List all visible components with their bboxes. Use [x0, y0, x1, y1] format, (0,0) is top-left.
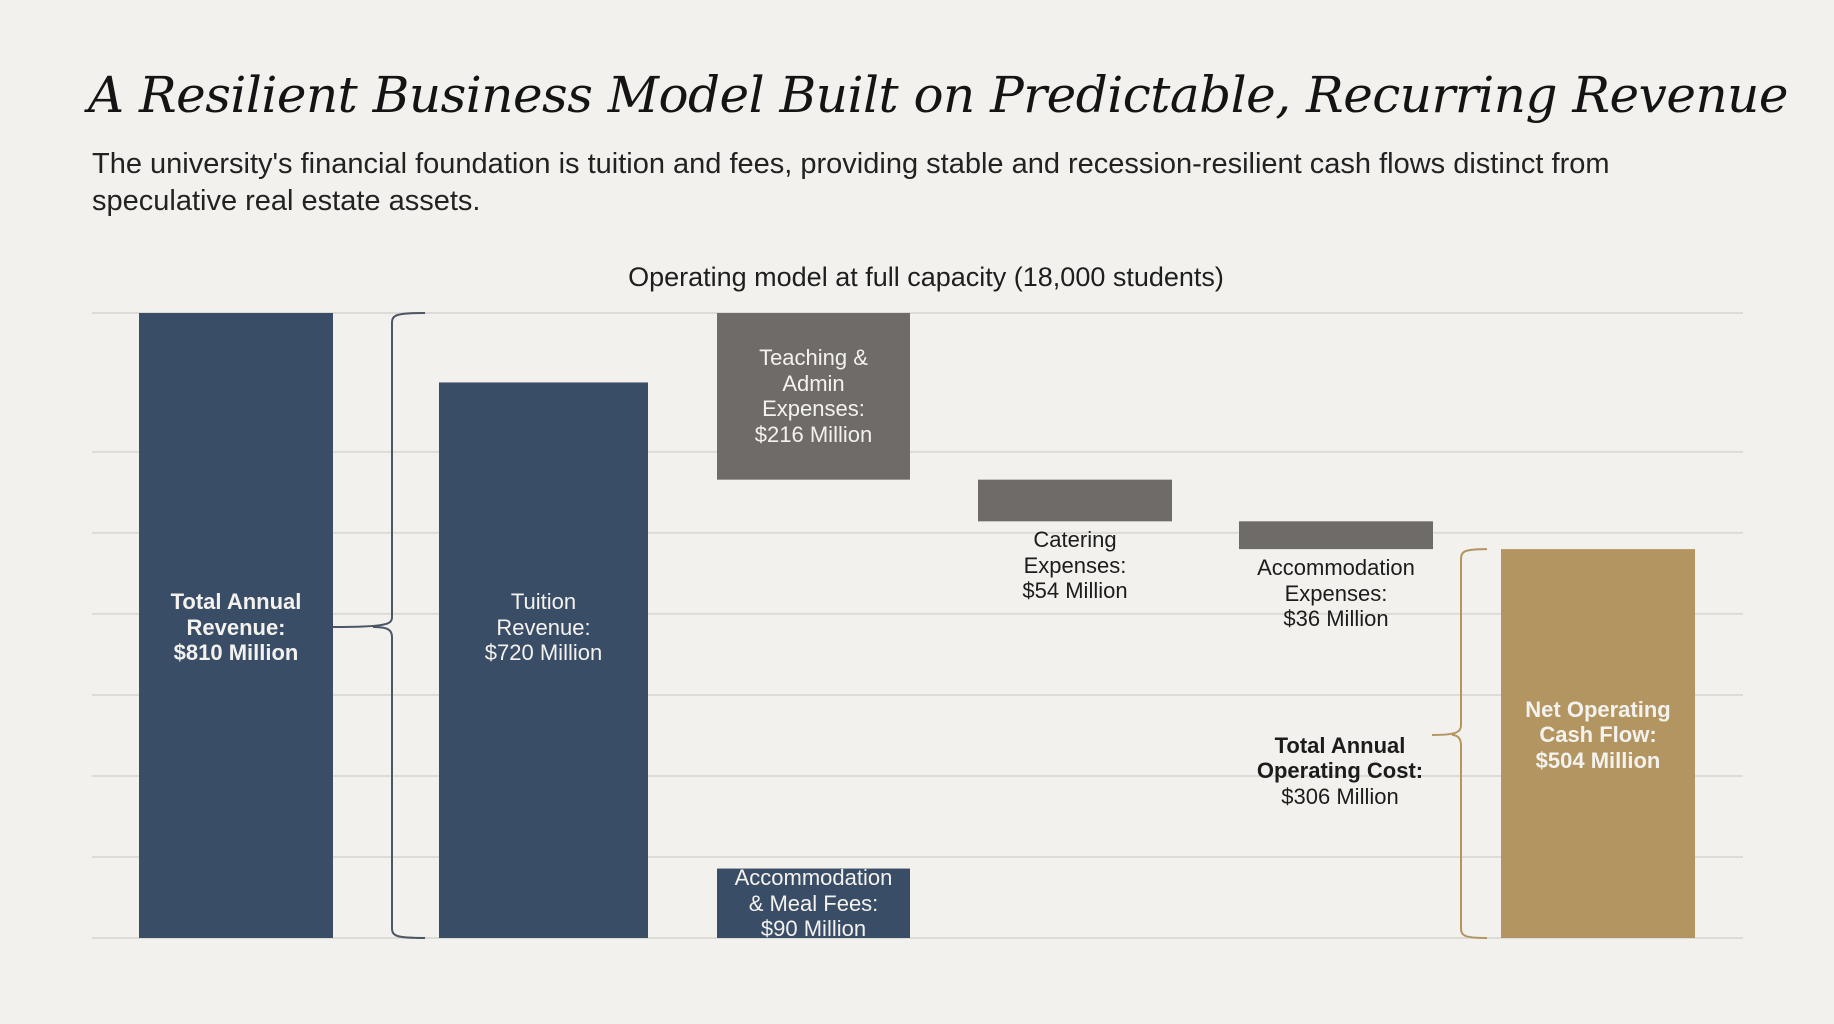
- teaching-admin-expenses-label: Teaching & Admin Expenses: $216 Million: [754, 345, 873, 447]
- net-operating-cash-flow-label: Net Operating Cash Flow: $504 Million: [1525, 696, 1671, 773]
- tuition-revenue-bar: [439, 382, 648, 938]
- total-operating-cost-value: $306 Million: [1281, 783, 1399, 809]
- revenue-brace-icon: [332, 312, 426, 939]
- tuition-revenue-label: Tuition Revenue: $720 Million: [484, 589, 603, 666]
- gridlines: [92, 312, 1743, 939]
- accommodation-meal-fees-bar: [717, 868, 910, 938]
- braces: [332, 312, 1488, 939]
- total-operating-cost-label: Total Annual Operating Cost: $306 Millio…: [1240, 725, 1440, 817]
- page-title: A Resilient Business Model Built on Pred…: [88, 66, 1788, 124]
- total-revenue-label: Total Annual Revenue: $810 Million: [170, 589, 302, 666]
- accommodation-meal-fees-label: Accommodation & Meal Fees: $90 Million: [734, 865, 893, 942]
- page-subtitle: The university's financial foundation is…: [92, 148, 1610, 217]
- total-operating-cost-title: Total Annual Operating Cost:: [1256, 732, 1424, 784]
- bars: [139, 313, 1695, 938]
- chart-title: Operating model at full capacity (18,000…: [628, 262, 1224, 292]
- accommodation-expenses-bar: [1239, 521, 1433, 550]
- total-revenue-bar: [139, 313, 333, 938]
- catering-expenses-bar: [978, 479, 1172, 522]
- net-operating-cash-flow-bar: [1501, 549, 1695, 938]
- catering-expenses-label: Catering Expenses: $54 Million: [1022, 527, 1128, 604]
- cost-brace-icon: [1431, 548, 1488, 939]
- teaching-admin-expenses-bar: [717, 313, 910, 480]
- accommodation-expenses-label: Accommodation Expenses: $36 Million: [1257, 555, 1415, 632]
